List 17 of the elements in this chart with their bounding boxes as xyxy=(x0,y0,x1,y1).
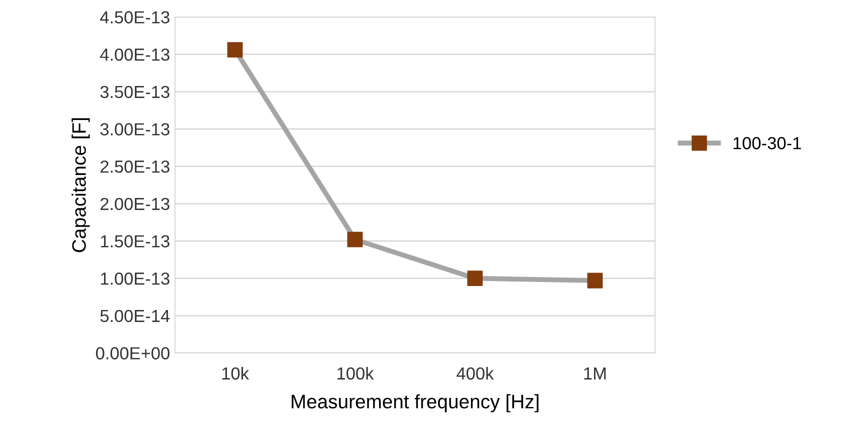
y-tick-label: 3.00E-13 xyxy=(100,123,170,136)
legend-label: 100-30-1 xyxy=(734,137,801,150)
y-tick-label: 0.00E+00 xyxy=(96,347,170,360)
y-tick-label: 1.50E-13 xyxy=(101,235,170,248)
x-tick-label: 1M xyxy=(584,368,606,380)
y-tick-label: 5.00E-14 xyxy=(100,310,170,322)
y-axis-title: Capacitance [F] xyxy=(72,118,90,252)
x-tick-label: 100k xyxy=(338,366,374,380)
y-tick-label: 2.00E-13 xyxy=(100,198,170,210)
x-tick-label: 10k xyxy=(222,366,250,380)
x-axis-title: Measurement frequency [Hz] xyxy=(292,394,538,412)
x-tick-label: 400k xyxy=(456,366,494,380)
y-tick-label: 1.00E-13 xyxy=(101,272,170,285)
y-tick-label: 3.50E-13 xyxy=(100,86,170,98)
y-tick-label: 4.00E-13 xyxy=(100,48,170,61)
y-tick-label: 2.50E-13 xyxy=(100,160,170,173)
y-tick-label: 4.50E-13 xyxy=(100,11,170,24)
